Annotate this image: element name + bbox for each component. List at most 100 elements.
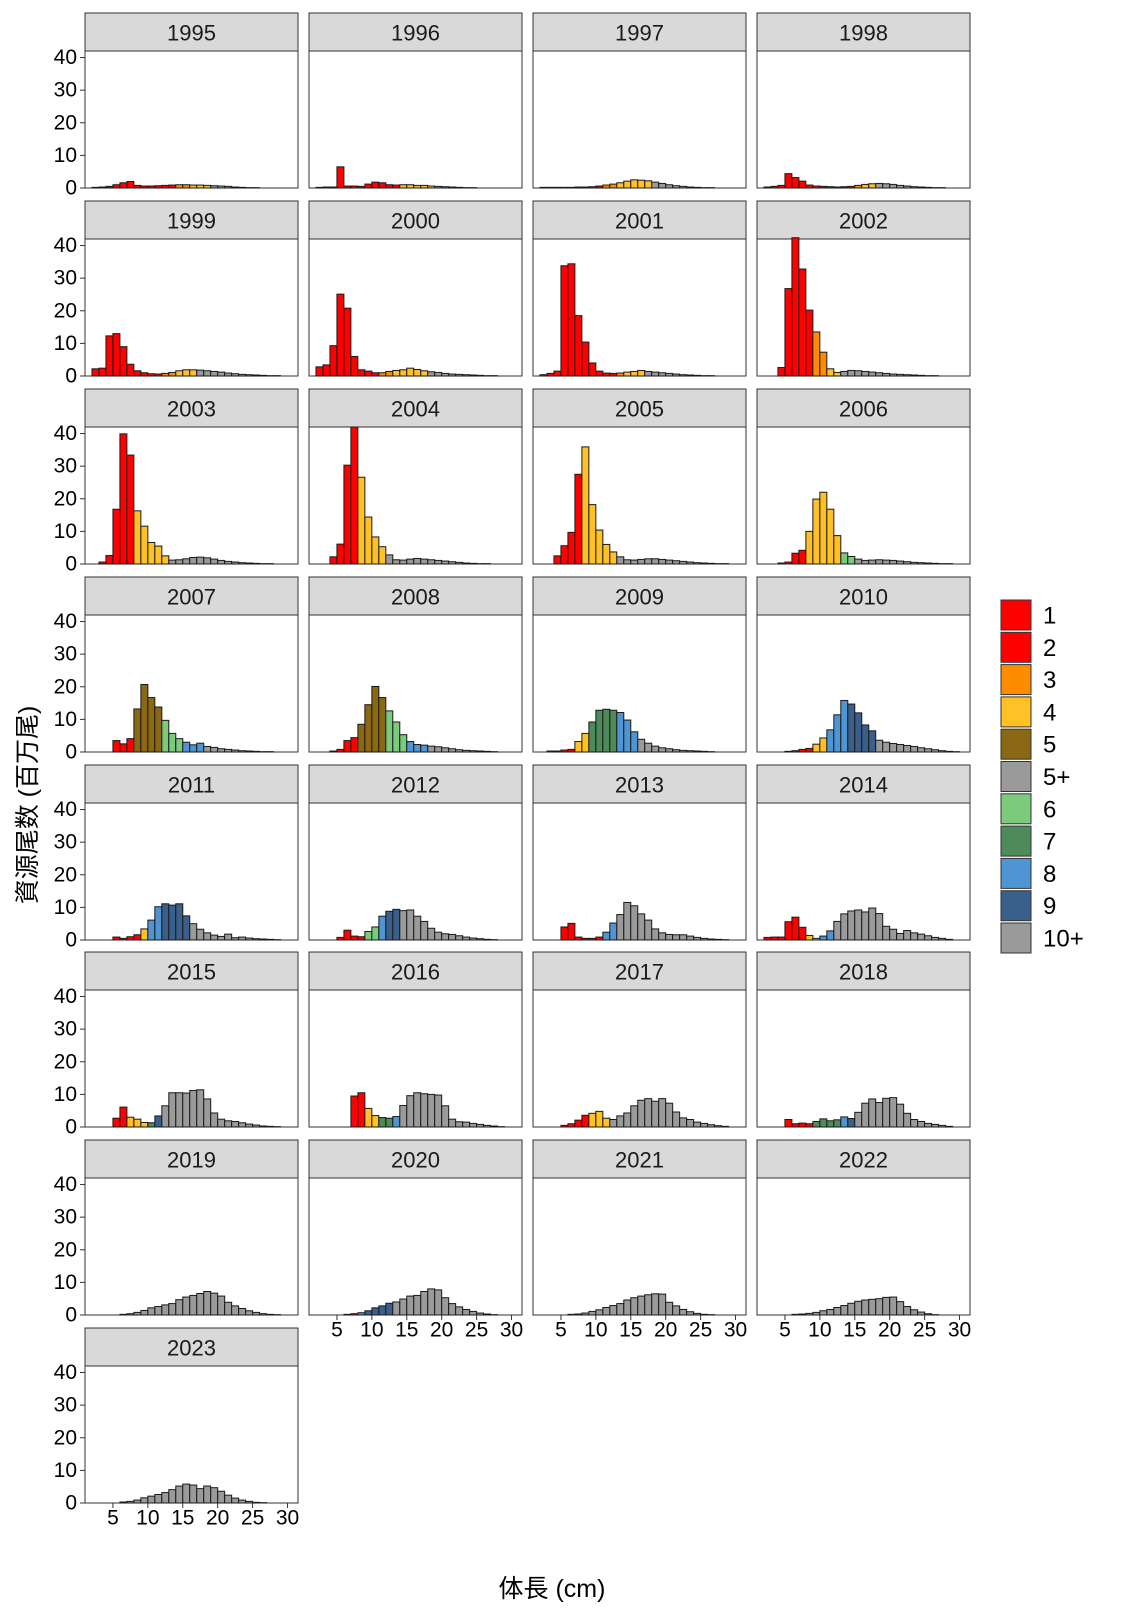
bar-2017-15.5 — [630, 1105, 639, 1128]
facet-strip — [756, 764, 971, 804]
bar-2005-14.5 — [623, 559, 632, 565]
bar-2016-23.5 — [462, 1121, 471, 1128]
bar-2004-20.5 — [441, 560, 450, 565]
bar-2018-25.5 — [924, 1122, 933, 1128]
y-tick-label: 10 — [54, 1459, 77, 1482]
bar-2003-15.5 — [182, 558, 191, 565]
bar-2000-14.5 — [399, 369, 408, 377]
bar-2018-7.5 — [798, 1122, 807, 1128]
bar-2010-5.5 — [784, 750, 793, 753]
bar-2016-16.5 — [413, 1092, 422, 1128]
bar-2015-26.5 — [259, 1125, 268, 1128]
y-tick-label: 30 — [54, 267, 77, 290]
bar-2022-23.5 — [910, 1309, 919, 1316]
x-tick-label: 30 — [500, 1318, 523, 1341]
bar-2010-6.5 — [791, 750, 800, 753]
bar-2013-11.5 — [602, 931, 611, 941]
plot-area — [756, 50, 971, 189]
bar-2009-12.5 — [609, 709, 618, 753]
bar-1996-15.5 — [406, 184, 415, 189]
bar-1998-5.5 — [784, 173, 793, 189]
bar-1996-2.5 — [315, 186, 324, 189]
bar-2009-8.5 — [581, 732, 590, 753]
facet-panel-2004: 2004 — [308, 388, 523, 565]
bar-2021-22.5 — [679, 1308, 688, 1316]
bar-2014-6.5 — [791, 916, 800, 941]
bar-1997-3.5 — [546, 186, 555, 189]
legend-key — [1000, 664, 1032, 696]
y-tick-label: 40 — [54, 422, 77, 445]
bar-2012-9.5 — [364, 931, 373, 941]
legend-label: 5+ — [1043, 764, 1070, 791]
bar-1998-8.5 — [805, 184, 814, 189]
bar-2014-9.5 — [812, 937, 821, 941]
facet-strip-label: 2009 — [615, 585, 664, 610]
bar-2018-14.5 — [847, 1118, 856, 1128]
bar-2021-18.5 — [651, 1293, 660, 1316]
bar-1997-24.5 — [693, 186, 702, 189]
bar-2022-13.5 — [840, 1305, 849, 1316]
bar-2012-21.5 — [448, 933, 457, 941]
bar-2002-15.5 — [854, 370, 863, 377]
facet-strip — [756, 1139, 971, 1179]
bar-1995-23.5 — [238, 186, 247, 189]
bar-2023-11.5 — [154, 1494, 163, 1504]
y-tick-label: 0 — [65, 741, 77, 764]
bar-2000-12.5 — [385, 370, 394, 377]
bar-1997-21.5 — [672, 185, 681, 189]
bar-2023-18.5 — [203, 1485, 212, 1504]
bar-2015-12.5 — [161, 1105, 170, 1128]
bar-1998-25.5 — [924, 186, 933, 189]
bar-2020-8.5 — [357, 1312, 366, 1316]
y-tick-label: 0 — [65, 1304, 77, 1327]
bar-2013-25.5 — [700, 937, 709, 941]
y-tick-label: 30 — [54, 79, 77, 102]
y-tick-label: 0 — [65, 365, 77, 388]
bar-2001-16.5 — [637, 369, 646, 377]
bar-2006-14.5 — [847, 556, 856, 565]
bar-2019-9.5 — [140, 1309, 149, 1316]
facet-strip — [532, 388, 747, 428]
bar-2002-14.5 — [847, 369, 856, 377]
bar-2017-26.5 — [707, 1124, 716, 1128]
bar-2010-15.5 — [854, 712, 863, 753]
bar-2004-18.5 — [427, 559, 436, 565]
bar-2013-22.5 — [679, 934, 688, 941]
bar-1995-19.5 — [210, 185, 219, 189]
bar-2014-14.5 — [847, 910, 856, 941]
facet-strip — [308, 764, 523, 804]
bar-2017-5.5 — [560, 1124, 569, 1128]
bar-2009-15.5 — [630, 731, 639, 753]
bar-2006-7.5 — [798, 549, 807, 565]
bar-2010-14.5 — [847, 703, 856, 753]
y-tick-label: 10 — [54, 896, 77, 919]
bar-2011-17.5 — [196, 928, 205, 941]
y-tick-label: 20 — [54, 863, 77, 886]
bar-1998-4.5 — [777, 184, 786, 189]
bar-2011-27.5 — [266, 938, 275, 941]
bar-2008-15.5 — [406, 741, 415, 753]
bar-2002-16.5 — [861, 370, 870, 377]
bar-2006-17.5 — [868, 559, 877, 565]
bar-2020-24.5 — [469, 1310, 478, 1316]
bar-2006-21.5 — [896, 560, 905, 565]
bar-2023-10.5 — [147, 1495, 156, 1504]
y-tick-label: 0 — [65, 1492, 77, 1515]
bar-2008-25.5 — [476, 750, 485, 753]
bar-2022-14.5 — [847, 1302, 856, 1316]
bar-2018-17.5 — [868, 1098, 877, 1128]
bar-2005-17.5 — [644, 558, 653, 565]
bar-2000-24.5 — [469, 374, 478, 377]
x-axis-title: 体長 (cm) — [499, 1575, 606, 1603]
bar-2017-12.5 — [609, 1119, 618, 1128]
bar-1998-19.5 — [882, 183, 891, 189]
x-tick-label: 10 — [808, 1318, 831, 1341]
bar-2005-9.5 — [588, 504, 597, 565]
bar-2010-23.5 — [910, 745, 919, 753]
bar-2015-5.5 — [112, 1117, 121, 1128]
bar-2009-25.5 — [700, 750, 709, 753]
bar-2005-18.5 — [651, 558, 660, 565]
bar-2022-17.5 — [868, 1298, 877, 1316]
bar-2010-25.5 — [924, 748, 933, 753]
bar-2015-24.5 — [245, 1123, 254, 1128]
